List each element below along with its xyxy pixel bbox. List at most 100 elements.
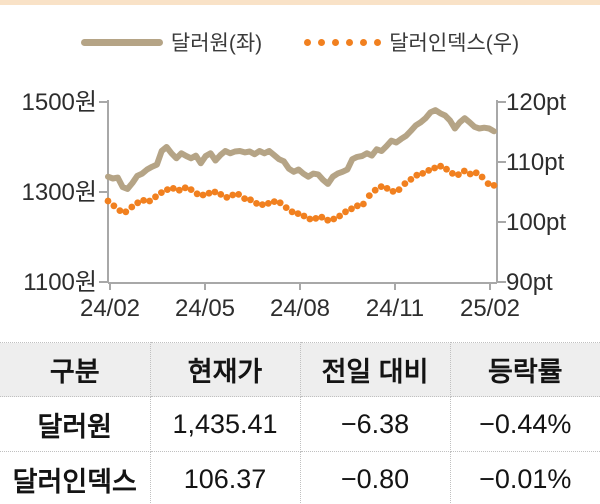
series-layer [104,107,498,224]
data-point [199,191,207,199]
data-point [318,213,326,221]
data-point [336,212,343,220]
data-point [152,193,159,201]
solid-line-swatch-icon [80,38,163,46]
right-axis-tick-110: 110pt [506,149,565,176]
right-axis-tick-90: 90pt [506,269,553,296]
legend-label-dollar-index: 달러인덱스(우) [389,32,520,55]
data-point [342,208,349,216]
data-point [270,198,278,206]
data-point [460,167,468,175]
dollar-won-rate: −0.44% [449,396,600,452]
data-point [389,188,397,195]
data-point [164,186,171,194]
data-point [330,215,338,223]
data-point [122,208,130,216]
data-point [259,201,266,209]
data-point [169,185,177,192]
data-point [158,189,165,197]
data-point [407,176,415,183]
data-point [371,186,379,194]
right-axis [496,100,506,283]
top-accent-bar [0,0,600,5]
data-point [110,202,118,210]
chart-legend: 달러원(좌) 달러인덱스(우) [0,29,600,55]
data-point [306,215,314,223]
data-point [395,186,403,194]
data-point [324,216,332,224]
data-point [116,207,124,215]
left-axis-tick-1300: 1300원 [22,179,97,206]
data-point [146,197,154,205]
dollar-won-change: −6.38 [299,396,451,452]
data-point [276,199,284,207]
row-label-dollar-won: 달러원 [0,396,151,452]
data-point [449,170,456,177]
table-row-dollar-won: 달러원 1,435.41 −6.38 −0.44% [0,396,600,452]
left-axis-tick-1500: 1500원 [22,89,97,116]
x-tick-2402: 24/02 [80,295,140,322]
data-point [443,165,450,173]
data-point [128,203,136,211]
data-point [354,202,361,210]
series-line-left [105,107,497,192]
dollar-index-rate: −0.01% [449,451,600,504]
dollar-won-price: 1,435.41 [149,396,301,452]
data-point [300,212,308,220]
data-point [140,197,148,204]
data-point [383,185,391,192]
data-point [484,180,492,188]
exchange-rate-chart: 1500원 1300원 1100원 120pt 110pt 100pt 90pt… [22,89,567,322]
header-current-price: 현재가 [149,342,301,397]
data-point [431,164,438,172]
data-point [187,186,195,194]
data-point [134,199,142,207]
data-point [419,170,427,177]
row-label-dollar-index: 달러인덱스 [0,451,151,504]
x-tick-2405: 24/05 [175,295,235,322]
data-point [282,204,290,212]
x-tick-2411: 24/11 [366,295,424,322]
right-axis-tick-120: 120pt [506,89,566,116]
data-point [294,210,302,218]
data-point [413,171,421,179]
data-point [229,191,237,199]
data-point [205,189,213,197]
right-axis-tick-100: 100pt [506,209,566,236]
legend-item-dollar-won: 달러원(좌) [80,27,263,57]
data-point [253,200,260,207]
data-point [104,197,112,205]
left-axis-tick-1100: 1100원 [23,269,97,296]
dotted-line-swatch-icon [304,38,382,46]
dollar-index-price: 106.37 [149,451,301,504]
header-change-rate: 등락률 [449,342,600,397]
data-point [490,182,498,189]
data-point [223,194,231,201]
data-point [466,170,474,178]
data-point [217,191,225,198]
x-tick-2502: 25/02 [460,295,520,322]
summary-table: 구분 현재가 전일 대비 등락률 달러원 1,435.41 −6.38 −0.4… [0,342,600,504]
data-point [478,173,486,181]
header-category: 구분 [0,342,151,397]
data-point [437,162,444,170]
data-point [365,192,373,200]
data-point [312,215,320,222]
data-point [193,190,201,198]
data-point [425,167,433,174]
data-point [175,186,183,194]
table-row-dollar-index: 달러인덱스 106.37 −0.80 −0.01% [0,451,600,504]
data-point [360,200,367,208]
data-point [264,200,272,207]
legend-label-dollar-won: 달러원(좌) [170,32,263,55]
left-axis [99,100,109,283]
data-point [401,180,409,188]
data-point [288,208,296,216]
data-point [472,169,480,177]
data-point [211,188,219,196]
x-axis [108,282,497,290]
x-tick-2408: 24/08 [270,295,330,322]
data-point [241,195,249,203]
dollar-index-change: −0.80 [299,451,451,504]
data-point [348,205,355,213]
